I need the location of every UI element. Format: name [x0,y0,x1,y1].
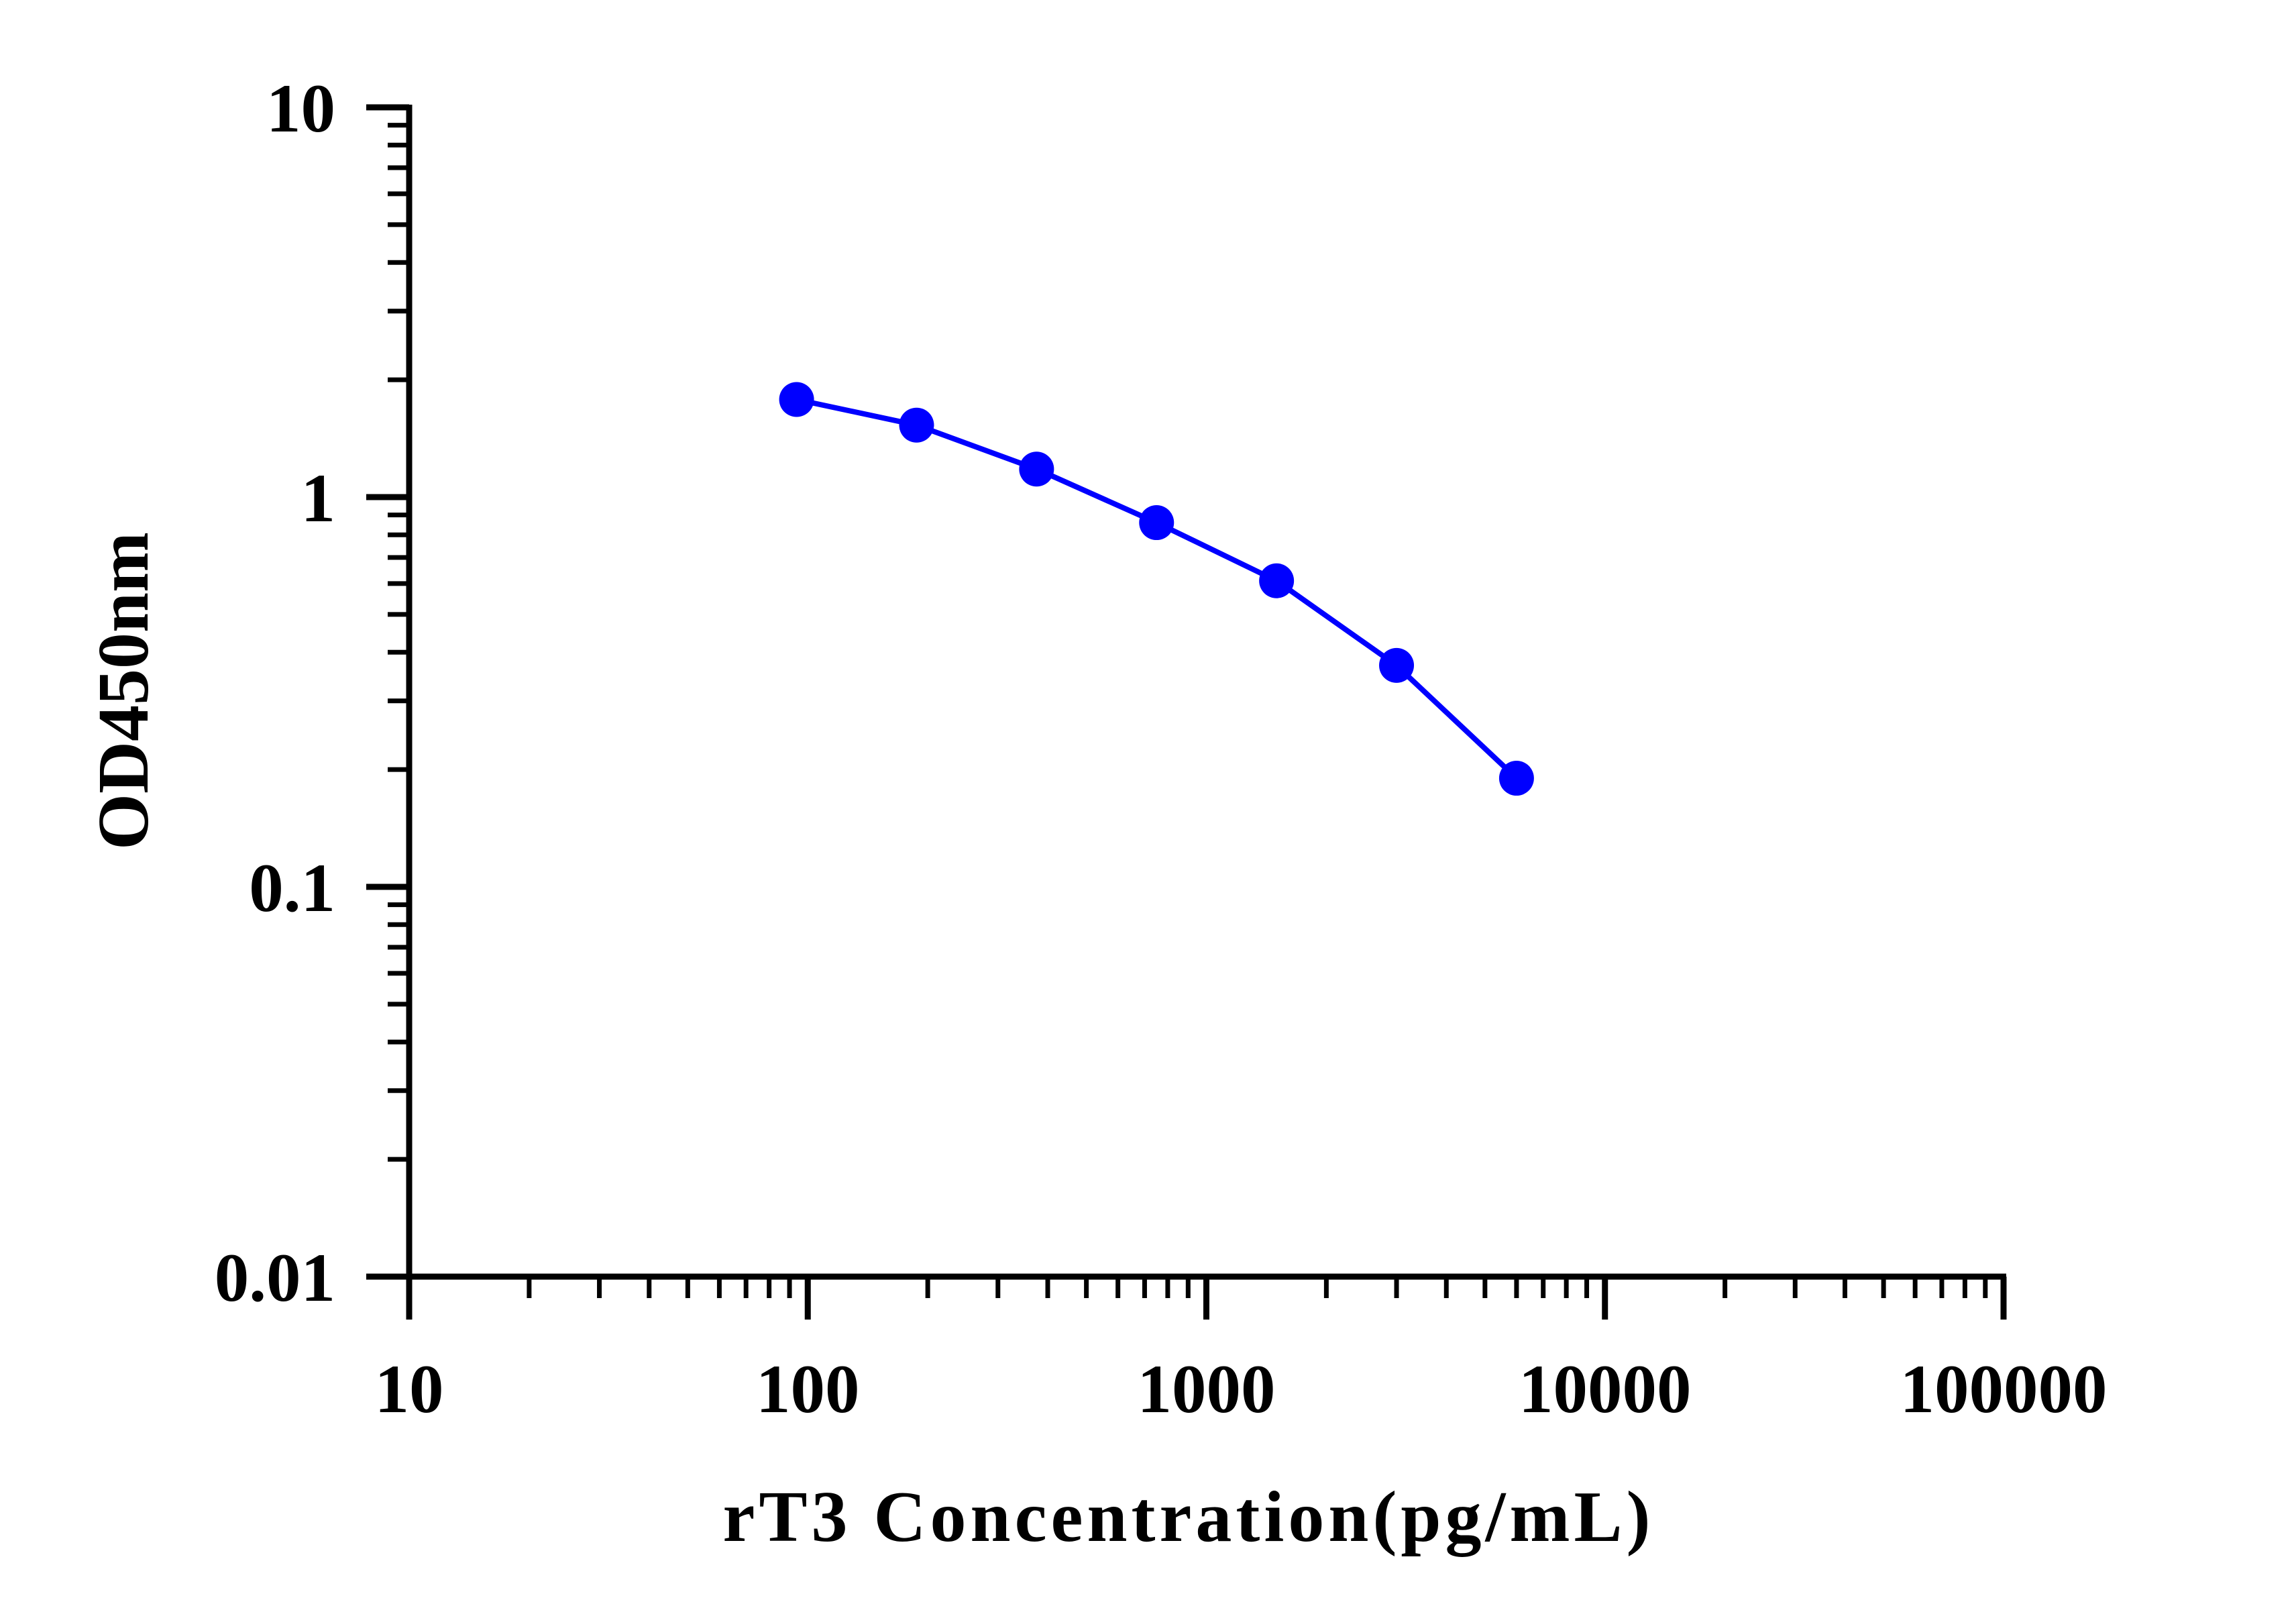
y-tick-label: 10 [266,70,335,147]
data-point [1379,647,1415,683]
x-axis-major-ticks [406,1277,2007,1320]
x-axis-title: rT3 Concentration(pg/mL) [723,1477,1655,1557]
data-point [1498,761,1534,796]
data-point [1019,451,1054,487]
x-axis-tick-labels: 10 100 1000 10000 100000 [375,1351,2108,1428]
y-tick-label: 0.1 [249,850,335,926]
x-axis-minor-ticks [527,1277,1988,1298]
data-point [1139,505,1174,541]
y-tick-label: 1 [301,460,336,537]
data-point [1259,563,1295,598]
x-tick-label: 100000 [1900,1351,2108,1428]
y-axis-tick-labels: 0.01 0.1 1 10 [215,70,335,1316]
y-axis-minor-ticks [388,123,409,1162]
x-tick-label: 1000 [1138,1351,1276,1428]
x-tick-label: 10 [375,1351,444,1428]
data-point [899,407,934,443]
x-tick-label: 100 [756,1351,860,1428]
y-axis-major-ticks [366,104,409,1280]
x-tick-label: 10000 [1519,1351,1692,1428]
data-point [779,382,814,417]
y-axis-title: OD450nm [84,532,164,850]
y-tick-label: 0.01 [215,1240,335,1316]
series-group [779,382,1534,796]
